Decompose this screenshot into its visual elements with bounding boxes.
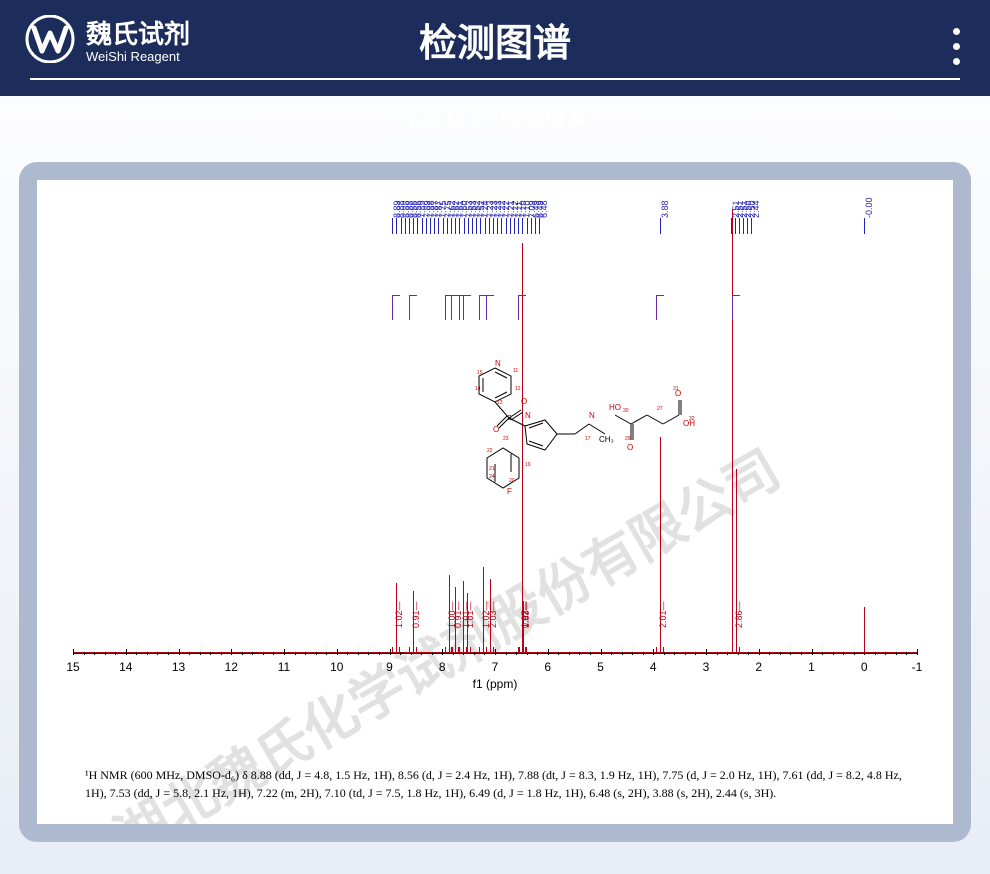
axis-tick-label: 5 (597, 660, 604, 674)
axis-tick (231, 649, 232, 655)
axis-tick-label: 3 (703, 660, 710, 674)
integral-label: 2.03— (488, 601, 498, 628)
logo-en-text: WeiShi Reagent (86, 49, 190, 64)
axis-tick (812, 649, 813, 655)
axis-tick-label: 2 (755, 660, 762, 674)
axis-tick (917, 649, 918, 655)
axis-tick-label: 15 (66, 660, 79, 674)
svg-text:O: O (521, 397, 527, 406)
molecule-structure: N O O S N N CH₃ HO O O OH F (467, 360, 747, 500)
integral-curve (732, 295, 740, 320)
subtitle-text: 专业科学 检测出具 (0, 102, 990, 132)
nmr-peak (864, 607, 865, 653)
integral-curve (392, 295, 400, 320)
peak-ppm-label: 6.48 (539, 200, 549, 218)
axis-tick (601, 649, 602, 655)
axis-tick-label: 11 (278, 660, 290, 674)
axis-tick (73, 649, 74, 655)
label-connector-fan (67, 230, 923, 244)
svg-text:11: 11 (513, 368, 518, 374)
svg-text:29: 29 (625, 436, 631, 442)
peak-ppm-label: 3.88 (660, 200, 670, 218)
svg-text:CH₃: CH₃ (599, 435, 614, 444)
integral-curve (656, 295, 664, 320)
integral-curve (409, 295, 417, 320)
integral-label: 1.01— (465, 601, 475, 628)
axis-tick-label: 7 (492, 660, 499, 674)
integral-curve (518, 295, 526, 320)
integral-label: 0.91— (411, 601, 421, 628)
integral-label: 1.02— (394, 601, 404, 628)
integral-label: 1.83— (521, 601, 531, 628)
svg-text:31: 31 (673, 386, 679, 392)
svg-text:30: 30 (623, 408, 629, 414)
axis-tick (759, 649, 760, 655)
axis-tick (548, 649, 549, 655)
page-title: 检测图谱 (419, 12, 571, 67)
axis-tick (706, 649, 707, 655)
peak-ppm-label: -0.00 (864, 197, 874, 218)
axis-tick-label: -1 (912, 660, 923, 674)
svg-text:19: 19 (525, 462, 531, 468)
svg-text:17: 17 (585, 436, 591, 442)
menu-dots-icon[interactable] (953, 28, 960, 65)
svg-text:F: F (507, 487, 512, 496)
header-divider (30, 78, 960, 80)
svg-text:22: 22 (487, 448, 493, 454)
svg-text:20: 20 (509, 478, 515, 484)
svg-text:12: 12 (515, 386, 521, 392)
axis-tick-label: 1 (808, 660, 815, 674)
spectrum-inner: 湖北魏氏化学试剂股份有限公司 f1 (ppm) 1514131211109876… (37, 180, 953, 824)
header: 魏氏试剂 WeiShi Reagent 检测图谱 (0, 0, 990, 72)
svg-text:24: 24 (489, 474, 495, 480)
logo-icon (20, 15, 80, 63)
axis-tick-label: 9 (386, 660, 393, 674)
axis-tick-label: 4 (650, 660, 657, 674)
spectrum-card: 湖北魏氏化学试剂股份有限公司 f1 (ppm) 1514131211109876… (19, 162, 971, 842)
svg-text:HO: HO (609, 403, 621, 412)
svg-text:O: O (627, 443, 633, 452)
x-axis-label: f1 (ppm) (473, 677, 518, 691)
svg-text:N: N (589, 411, 595, 420)
integral-curve (463, 295, 471, 320)
axis-tick-label: 12 (225, 660, 238, 674)
logo: 魏氏试剂 WeiShi Reagent (20, 14, 190, 64)
integral-label: 2.86— (734, 601, 744, 628)
axis-tick-label: 10 (330, 660, 343, 674)
caption-text: ¹H NMR (600 MHz, DMSO-d₆) δ 8.88 (dd, J … (85, 767, 905, 802)
svg-text:14: 14 (475, 386, 481, 392)
integral-curve (486, 295, 494, 320)
axis-tick (126, 649, 127, 655)
integral-label: 2.01— (658, 601, 668, 628)
svg-text:13: 13 (497, 400, 503, 406)
svg-text:27: 27 (657, 406, 663, 412)
axis-tick (653, 649, 654, 655)
axis-tick (284, 649, 285, 655)
axis-tick (337, 649, 338, 655)
svg-text:N: N (525, 411, 531, 420)
svg-text:15: 15 (477, 370, 483, 376)
svg-text:16: 16 (495, 360, 501, 362)
axis-tick (442, 649, 443, 655)
svg-text:S: S (507, 415, 512, 422)
svg-text:32: 32 (689, 416, 695, 422)
axis-tick-label: 8 (439, 660, 446, 674)
svg-text:O: O (493, 425, 499, 434)
axis-tick (495, 649, 496, 655)
axis-tick (390, 649, 391, 655)
axis-tick (179, 649, 180, 655)
logo-cn-text: 魏氏试剂 (86, 14, 190, 51)
nmr-plot: f1 (ppm) 1514131211109876543210-1 8.898.… (67, 200, 923, 724)
peak-ppm-label: 2.44 (751, 200, 761, 218)
axis-tick-label: 14 (119, 660, 132, 674)
axis-tick-label: 13 (172, 660, 185, 674)
svg-text:21: 21 (489, 466, 495, 472)
axis-tick-label: 6 (544, 660, 551, 674)
svg-text:23: 23 (503, 436, 509, 442)
axis-tick-label: 0 (861, 660, 868, 674)
